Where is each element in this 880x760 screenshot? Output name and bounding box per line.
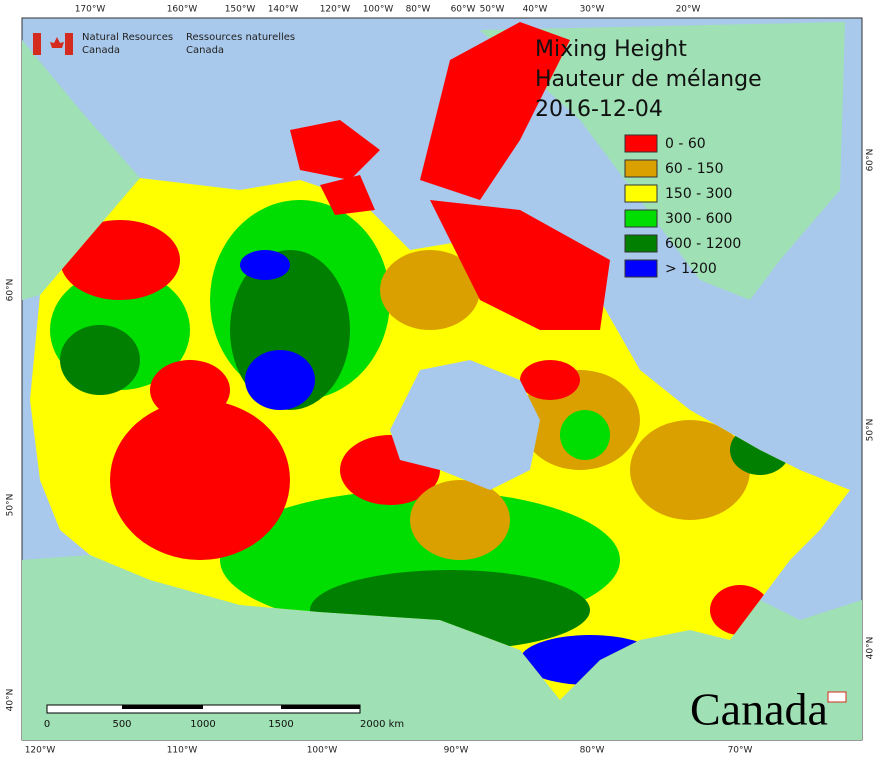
hudson-bay <box>390 360 540 490</box>
scale-bar-seg <box>122 705 203 709</box>
legend-swatch <box>624 209 658 228</box>
field <box>150 360 230 420</box>
alaska <box>22 40 140 300</box>
field <box>60 220 180 300</box>
lat-label: 40°N <box>866 637 876 660</box>
legend-label: 600 - 1200 <box>665 236 741 252</box>
legend-label: > 1200 <box>665 261 717 277</box>
scale-label: 0 <box>44 719 50 730</box>
legend-label: 300 - 600 <box>665 211 732 227</box>
lon-label: 50°W <box>480 5 505 15</box>
legend-label: 150 - 300 <box>665 186 732 202</box>
lon-label: 160°W <box>167 5 198 15</box>
wordmark-flag <box>827 691 847 703</box>
field <box>60 325 140 395</box>
lon-label: 150°W <box>225 5 256 15</box>
field <box>245 350 315 410</box>
lon-label: 100°W <box>363 5 394 15</box>
wordmark: Canada <box>690 684 828 735</box>
lon-label: 70°W <box>728 746 753 756</box>
island <box>290 120 380 180</box>
lon-label: 140°W <box>268 5 299 15</box>
lat-label: 50°N <box>866 419 876 442</box>
ellesmere <box>420 22 570 200</box>
scale-label: 500 <box>112 719 131 730</box>
island <box>320 175 375 215</box>
title: 2016-12-04 <box>535 97 663 122</box>
scale-bar-seg <box>281 705 360 709</box>
legend-label: 60 - 150 <box>665 161 724 177</box>
lon-label: 120°W <box>320 5 351 15</box>
dept-en: Canada <box>82 45 120 56</box>
scale-label: 2000 km <box>360 719 404 730</box>
dept-fr: Canada <box>186 45 224 56</box>
field <box>630 420 750 520</box>
dept-en: Natural Resources <box>82 32 173 43</box>
flag <box>65 33 73 55</box>
title: Mixing Height <box>535 37 687 62</box>
legend-swatch <box>624 259 658 278</box>
baffin <box>430 200 610 330</box>
field <box>110 400 290 560</box>
field <box>240 250 290 280</box>
scale-label: 1500 <box>268 719 293 730</box>
legend-swatch <box>624 234 658 253</box>
legend-swatch <box>624 159 658 178</box>
lon-label: 30°W <box>580 5 605 15</box>
field <box>560 410 610 460</box>
lon-label: 80°W <box>406 5 431 15</box>
field <box>520 360 580 400</box>
lon-label: 100°W <box>307 746 338 756</box>
legend-swatch <box>624 134 658 153</box>
flag <box>33 33 41 55</box>
lat-label: 50°N <box>6 494 16 517</box>
lon-label: 40°W <box>523 5 548 15</box>
lon-label: 170°W <box>75 5 106 15</box>
field <box>410 480 510 560</box>
lon-label: 60°W <box>451 5 476 15</box>
title: Hauteur de mélange <box>535 67 762 92</box>
lat-label: 60°N <box>866 149 876 172</box>
lon-label: 90°W <box>444 746 469 756</box>
legend-label: 0 - 60 <box>665 136 706 152</box>
lat-label: 60°N <box>6 279 16 302</box>
flag-leaf <box>50 37 64 48</box>
scale-label: 1000 <box>190 719 215 730</box>
dept-fr: Ressources naturelles <box>186 32 295 43</box>
lon-label: 110°W <box>167 746 198 756</box>
greenland <box>480 22 845 300</box>
field <box>380 250 480 330</box>
lat-label: 40°N <box>6 689 16 712</box>
legend-swatch <box>624 184 658 203</box>
lon-label: 20°W <box>676 5 701 15</box>
lon-label: 80°W <box>580 746 605 756</box>
lon-label: 120°W <box>25 746 56 756</box>
